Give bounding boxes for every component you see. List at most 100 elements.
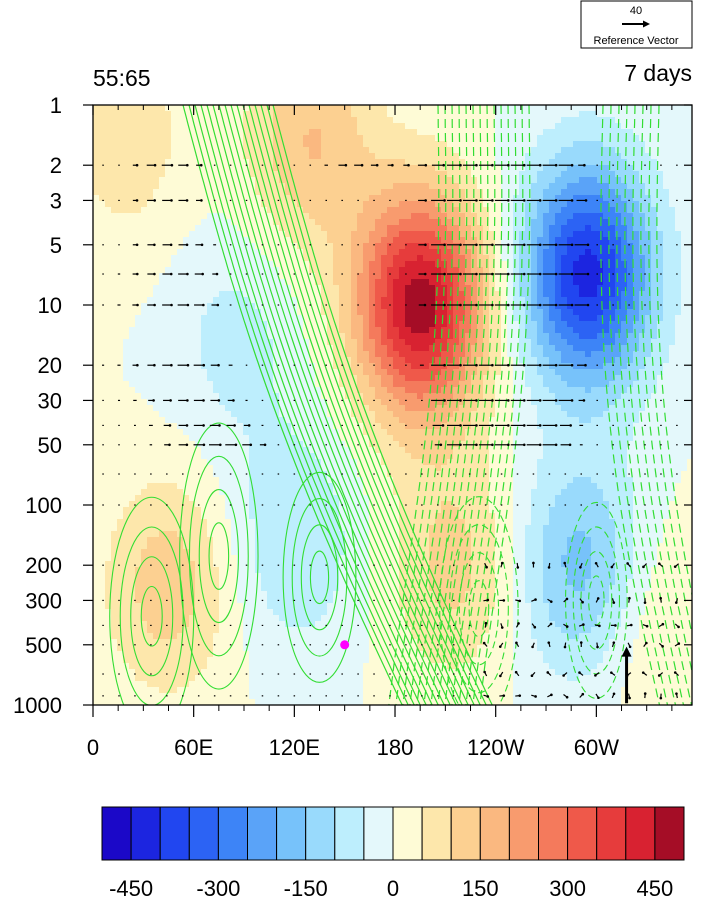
field-cell <box>249 189 256 196</box>
field-cell <box>621 183 628 190</box>
field-cell <box>447 375 454 382</box>
field-cell <box>633 135 640 142</box>
field-cell <box>681 291 688 298</box>
field-cell <box>183 111 190 118</box>
field-cell <box>363 141 370 148</box>
field-cell <box>669 261 676 268</box>
field-cell <box>423 387 430 394</box>
field-cell <box>645 219 652 226</box>
field-cell <box>423 177 430 184</box>
field-cell <box>591 357 598 364</box>
field-cell <box>105 117 112 124</box>
field-cell <box>567 303 574 310</box>
field-cell <box>579 237 586 244</box>
field-cell <box>573 147 580 154</box>
field-cell <box>657 375 664 382</box>
field-cell <box>399 237 406 244</box>
field-cell <box>501 339 508 346</box>
field-cell <box>411 267 418 274</box>
field-cell <box>351 165 358 172</box>
field-cell <box>669 363 676 370</box>
field-cell <box>429 315 436 322</box>
field-cell <box>405 231 412 238</box>
field-cell <box>441 357 448 364</box>
field-cell <box>531 393 538 400</box>
field-cell <box>507 351 514 358</box>
field-cell <box>327 267 334 274</box>
field-cell <box>369 297 376 304</box>
field-cell <box>687 357 692 364</box>
field-cell <box>681 153 688 160</box>
field-cell <box>663 279 670 286</box>
field-cell <box>267 351 274 358</box>
field-cell <box>321 243 328 250</box>
field-cell <box>345 141 352 148</box>
field-cell <box>645 117 652 124</box>
field-cell <box>387 177 394 184</box>
field-cell <box>657 327 664 334</box>
field-cell <box>309 309 316 316</box>
field-cell <box>303 141 310 148</box>
field-cell <box>675 213 682 220</box>
field-cell <box>573 297 580 304</box>
field-cell <box>471 183 478 190</box>
field-cell <box>147 375 154 382</box>
field-cell <box>339 321 346 328</box>
field-cell <box>225 201 232 208</box>
field-cell <box>279 303 286 310</box>
field-cell <box>603 255 610 262</box>
field-cell <box>657 285 664 292</box>
field-cell <box>603 357 610 364</box>
field-cell <box>261 279 268 286</box>
field-cell <box>411 195 418 202</box>
field-cell <box>495 189 502 196</box>
field-cell <box>567 117 574 124</box>
field-cell <box>357 129 364 136</box>
field-cell <box>465 393 472 400</box>
field-cell <box>249 327 256 334</box>
field-cell <box>645 291 652 298</box>
field-cell <box>141 207 148 214</box>
field-cell <box>219 327 226 334</box>
field-cell <box>429 273 436 280</box>
field-cell <box>381 333 388 340</box>
field-cell <box>507 201 514 208</box>
field-cell <box>561 267 568 274</box>
field-cell <box>267 279 274 286</box>
field-cell <box>675 339 682 346</box>
field-cell <box>405 183 412 190</box>
field-cell <box>375 399 382 406</box>
field-cell <box>519 393 526 400</box>
field-cell <box>639 345 646 352</box>
field-cell <box>279 117 286 124</box>
field-cell <box>159 321 166 328</box>
field-cell <box>411 321 418 328</box>
field-cell <box>603 363 610 370</box>
field-cell <box>549 399 556 406</box>
field-cell <box>633 255 640 262</box>
field-cell <box>351 375 358 382</box>
field-cell <box>141 219 148 226</box>
field-cell <box>399 279 406 286</box>
field-cell <box>255 339 262 346</box>
field-cell <box>123 243 130 250</box>
field-cell <box>249 309 256 316</box>
field-cell <box>183 219 190 226</box>
field-cell <box>159 249 166 256</box>
field-cell <box>399 105 406 112</box>
field-cell <box>465 315 472 322</box>
field-cell <box>687 249 692 256</box>
field-cell <box>351 135 358 142</box>
field-cell <box>159 231 166 238</box>
field-cell <box>375 327 382 334</box>
field-cell <box>489 129 496 136</box>
field-cell <box>531 189 538 196</box>
field-cell <box>129 393 136 400</box>
field-cell <box>213 303 220 310</box>
field-cell <box>249 381 256 388</box>
field-cell <box>429 201 436 208</box>
field-cell <box>507 291 514 298</box>
field-cell <box>147 159 154 166</box>
field-cell <box>99 273 106 280</box>
field-cell <box>675 351 682 358</box>
